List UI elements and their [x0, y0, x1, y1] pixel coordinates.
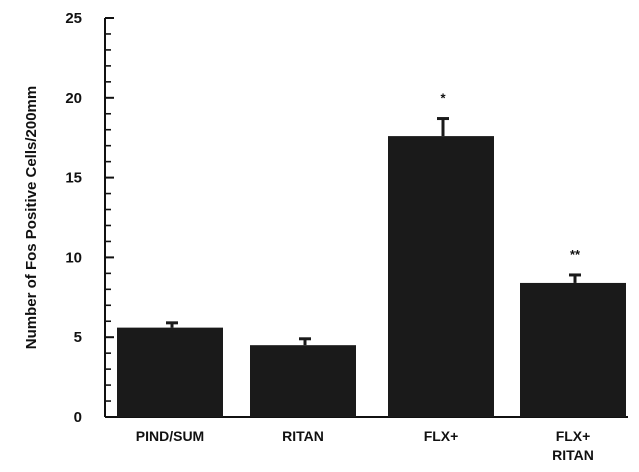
significance-marker: * [440, 91, 446, 106]
bar [117, 327, 223, 417]
x-category-label: FLX+ [424, 428, 459, 444]
y-tick-label: 20 [65, 90, 82, 107]
y-axis-label-group: Number of Fos Positive Cells/200mm [23, 86, 40, 349]
significance-marker: ** [570, 247, 581, 262]
y-axis-label: Number of Fos Positive Cells/200mm [23, 86, 40, 349]
x-category-label: FLX+ [556, 428, 591, 444]
bars: *** [117, 91, 626, 417]
y-tick-label: 5 [74, 329, 82, 346]
y-tick-label: 10 [65, 249, 82, 266]
y-tick-label: 25 [65, 10, 82, 27]
bar [250, 345, 356, 417]
y-tick-label: 15 [65, 170, 82, 187]
y-tick-label: 0 [74, 409, 82, 426]
bar [388, 136, 494, 417]
x-category-label: RITAN [282, 428, 324, 444]
x-category-label: PIND/SUM [136, 428, 204, 444]
bar [520, 282, 626, 417]
x-category-label: RITAN [552, 447, 594, 463]
category-labels: PIND/SUM RITAN FLX+ FLX+ RITAN [136, 428, 594, 463]
